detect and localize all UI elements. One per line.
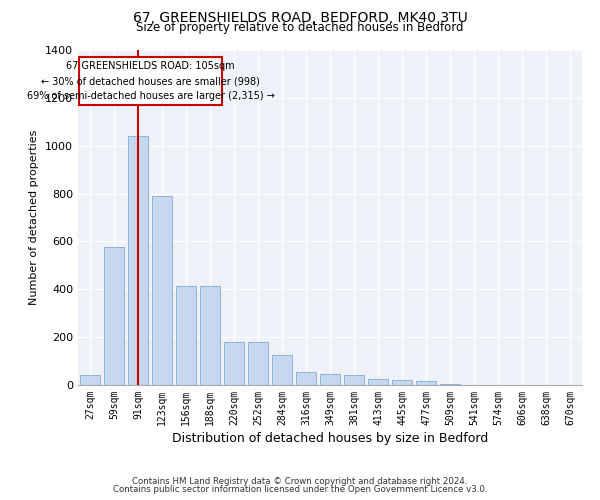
Bar	[440, 384, 460, 385]
Bar	[248, 342, 268, 385]
Text: 67 GREENSHIELDS ROAD: 105sqm
← 30% of detached houses are smaller (998)
69% of s: 67 GREENSHIELDS ROAD: 105sqm ← 30% of de…	[26, 62, 275, 101]
Bar	[272, 355, 292, 385]
FancyBboxPatch shape	[79, 57, 222, 105]
Bar	[224, 342, 244, 385]
Bar	[392, 380, 412, 385]
Text: 67, GREENSHIELDS ROAD, BEDFORD, MK40 3TU: 67, GREENSHIELDS ROAD, BEDFORD, MK40 3TU	[133, 11, 467, 25]
Bar	[128, 136, 148, 385]
Bar	[176, 286, 196, 385]
Bar	[152, 196, 172, 385]
Bar	[104, 248, 124, 385]
Bar	[200, 286, 220, 385]
Y-axis label: Number of detached properties: Number of detached properties	[29, 130, 40, 305]
Bar	[344, 376, 364, 385]
Text: Contains HM Land Registry data © Crown copyright and database right 2024.: Contains HM Land Registry data © Crown c…	[132, 477, 468, 486]
Text: Size of property relative to detached houses in Bedford: Size of property relative to detached ho…	[136, 22, 464, 35]
Bar	[416, 382, 436, 385]
X-axis label: Distribution of detached houses by size in Bedford: Distribution of detached houses by size …	[172, 432, 488, 445]
Bar	[368, 379, 388, 385]
Bar	[320, 374, 340, 385]
Bar	[296, 372, 316, 385]
Bar	[80, 376, 100, 385]
Text: Contains public sector information licensed under the Open Government Licence v3: Contains public sector information licen…	[113, 485, 487, 494]
